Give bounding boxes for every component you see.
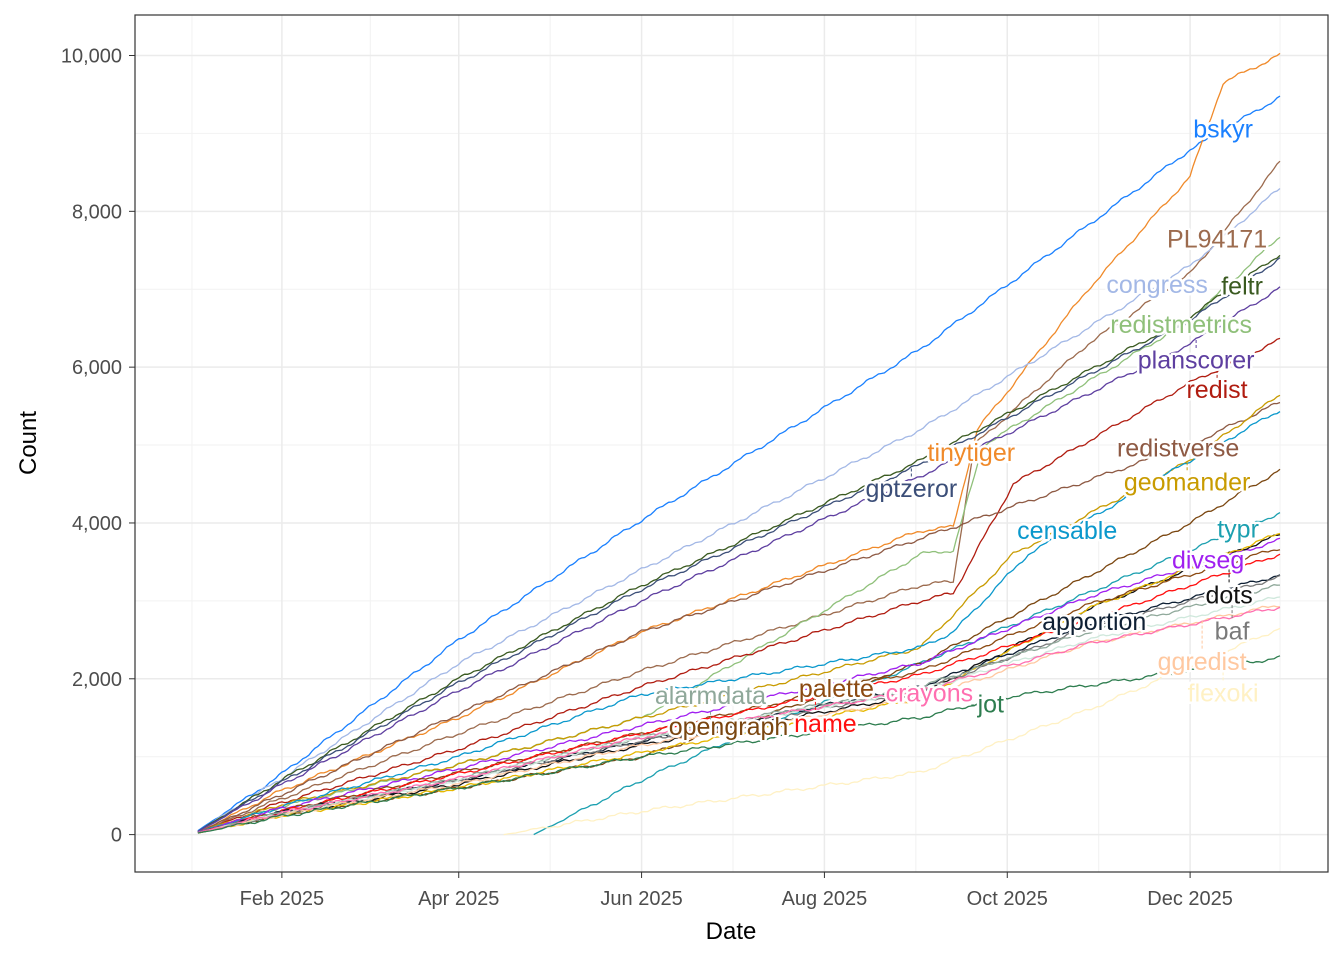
y-tick-label: 2,000: [72, 669, 122, 691]
series-line-planscorer: [197, 286, 1281, 833]
x-axis: Feb 2025 Apr 2025 Jun 2025 Aug 2025 Oct 2025…: [240, 872, 1233, 910]
series-line-ggredist: [197, 605, 1280, 834]
x-tick-label: Apr 2025: [418, 888, 499, 910]
series-line-dots: [197, 534, 1281, 834]
series-line-typr: [533, 512, 1281, 836]
series-line-censable: [197, 411, 1281, 833]
series-line-gptzeror: [197, 257, 1281, 833]
series-line-name: [197, 553, 1281, 834]
series-label-divseg: divseg: [1172, 547, 1244, 575]
y-tick-label: 6,000: [72, 357, 122, 379]
series-line-ppr: [197, 532, 1281, 834]
series-line-crayons: [197, 606, 1281, 834]
x-tick-label: Feb 2025: [240, 888, 325, 910]
x-tick-label: Jun 2025: [600, 888, 682, 910]
plot-panel-border: [134, 14, 1329, 873]
series-label-apportion: apportion: [1042, 608, 1146, 636]
series-label-congress: congress: [1106, 271, 1207, 299]
series-line-tinytiger: [197, 52, 1281, 833]
plot-background: [135, 15, 1328, 872]
series-label-ggredist: ggredist: [1158, 648, 1247, 676]
series-line-redistverse: [197, 401, 1281, 833]
series-line-congress: [197, 188, 1281, 833]
series-label-name: name: [794, 710, 857, 738]
series-line-jot: [197, 655, 1281, 834]
y-tick-label: 0: [111, 825, 122, 847]
series-line-redist: [197, 337, 1281, 833]
series-line-geomander: [197, 394, 1281, 833]
x-tick-label: Oct 2025: [967, 888, 1048, 910]
series-label-censable: censable: [1017, 517, 1117, 545]
y-tick-label: 4,000: [72, 513, 122, 535]
x-tick-label: Aug 2025: [782, 888, 868, 910]
series-label-gptzeror: gptzeror: [865, 475, 957, 503]
series-label-PL94171: PL94171: [1167, 226, 1267, 254]
y-tick-label: 10,000: [61, 46, 122, 68]
series-line-PL94171: [197, 160, 1281, 833]
series-lines: [197, 52, 1281, 836]
series-label-tinytiger: tinytiger: [928, 439, 1016, 467]
series-line-feltr: [197, 254, 1281, 833]
series-labels: bskyr tinytiger PL94171 congress redistmetri…: [652, 113, 1269, 743]
series-line-bskyr: [197, 95, 1281, 832]
label-leader-lines: [710, 340, 1233, 725]
series-label-bskyr: bskyr: [1193, 116, 1253, 144]
series-label-feltr: feltr: [1221, 273, 1263, 301]
series-label-jot: jot: [977, 690, 1004, 718]
series-label-redistmetrics: redistmetrics: [1110, 311, 1252, 339]
grid: [135, 15, 1328, 872]
series-label-typr: typr: [1217, 516, 1259, 544]
series-label-redistverse: redistverse: [1117, 434, 1239, 462]
series-line-utm: [197, 596, 1281, 834]
y-axis-title: Count: [15, 411, 42, 475]
y-tick-label: 8,000: [72, 201, 122, 223]
series-label-palette: palette: [799, 675, 874, 703]
series-label-alarmdata: alarmdata: [655, 682, 766, 710]
series-label-opengraph: opengraph: [669, 713, 789, 741]
series-label-crayons: crayons: [886, 679, 974, 707]
y-axis: 0 2,000 4,000 6,000 8,000 10,000: [61, 46, 135, 847]
series-label-flexoki: flexoki: [1188, 680, 1259, 708]
series-label-baf: baf: [1215, 617, 1250, 645]
series-label-dots: dots: [1205, 582, 1252, 610]
series-line-flexoki: [503, 627, 1281, 836]
x-tick-label: Dec 2025: [1147, 888, 1233, 910]
series-label-redist: redist: [1186, 376, 1247, 404]
series-label-planscorer: planscorer: [1138, 346, 1255, 374]
x-axis-title: Date: [706, 918, 757, 945]
series-label-geomander: geomander: [1124, 469, 1250, 497]
